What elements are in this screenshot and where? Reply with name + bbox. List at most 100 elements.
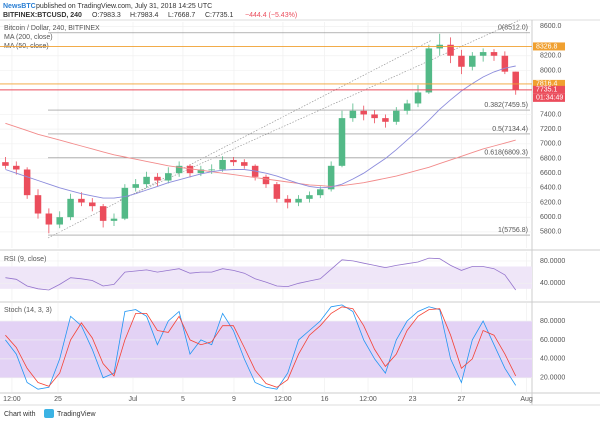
y-tick-label: 7400.0: [540, 111, 562, 118]
fib-label: 0.5(7134.4): [492, 126, 528, 133]
candle-body: [89, 202, 96, 207]
candle-body: [262, 176, 270, 185]
ohlc-high: H:7983.4: [130, 12, 159, 19]
candle-body: [99, 206, 107, 221]
x-tick-label: 23: [409, 396, 417, 403]
candle-body: [393, 110, 400, 122]
panel-title: Bitcoin / Dollar, 240, BITFINEX: [4, 25, 100, 32]
candle-body: [479, 52, 487, 56]
candle-body: [327, 165, 335, 190]
price-box: [533, 79, 565, 88]
fib-label: 0(8512.0): [498, 25, 528, 32]
x-tick-label: 27: [458, 396, 466, 403]
countdown: 01:34:49: [536, 95, 563, 102]
candle-body: [230, 159, 237, 163]
price-box: [533, 42, 565, 51]
candle-body: [338, 118, 346, 166]
candle-body: [360, 110, 367, 115]
x-tick-label: 5: [181, 396, 185, 403]
candle-body: [132, 184, 139, 188]
footer-prefix: Chart with: [4, 411, 36, 418]
legend-entry: MA (200, close): [4, 34, 53, 41]
candle-body: [317, 189, 324, 196]
candle-body: [56, 217, 63, 225]
candle-body: [273, 184, 281, 199]
x-tick-label: Aug: [520, 396, 533, 403]
candle-body: [241, 162, 248, 166]
candle-body: [175, 165, 183, 174]
candle-body: [78, 198, 85, 203]
candle-body: [371, 114, 378, 119]
candle-body: [186, 165, 194, 174]
candle-body: [447, 44, 454, 56]
indicator-band: [0, 266, 532, 289]
indicator-band: [0, 320, 532, 378]
fib-label: 0.382(7459.5): [484, 102, 528, 109]
price-box: [533, 85, 565, 94]
y-tick-label: 7000.0: [540, 141, 562, 148]
panel-title: Stoch (14, 3, 3): [4, 307, 52, 314]
indicator-line: [5, 306, 517, 388]
x-tick-label: 12:00: [3, 396, 21, 403]
candle-body: [143, 176, 150, 185]
y-tick-label: 80.0000: [540, 318, 565, 325]
candle-body: [154, 176, 161, 181]
countdown-box: [533, 93, 565, 102]
y-tick-label: 40.0000: [540, 356, 565, 363]
x-tick-label: Jul: [129, 396, 138, 403]
candle-body: [23, 169, 31, 196]
ohlc-close: C:7735.1: [205, 12, 234, 19]
y-tick-label: 8200.0: [540, 53, 562, 60]
y-tick-label: 6000.0: [540, 214, 562, 221]
candle-body: [13, 165, 20, 170]
candle-body: [165, 173, 172, 181]
candle-body: [110, 218, 118, 221]
y-tick-label: 60.0000: [540, 337, 565, 344]
brand-logo: [44, 409, 54, 418]
y-tick-label: 6600.0: [540, 170, 562, 177]
candle-body: [197, 169, 205, 174]
candle-body: [306, 195, 313, 199]
indicator-line: [5, 304, 517, 390]
fib-label: 0.618(6809.3): [484, 150, 528, 157]
x-tick-label: 12:00: [359, 396, 377, 403]
x-tick-label: 9: [232, 396, 236, 403]
y-tick-label: 6800.0: [540, 155, 562, 162]
candle-body: [382, 118, 389, 122]
x-tick-label: 25: [54, 396, 62, 403]
indicator-line: [5, 257, 517, 291]
candle-body: [458, 55, 465, 67]
y-tick-label: 80.0000: [540, 258, 565, 265]
moving-average: [5, 122, 516, 187]
ohlc-low: L:7668.7: [168, 12, 195, 19]
published: published on TradingView.com, July 31, 2…: [36, 3, 212, 10]
change: −444.4 (−5.43%): [245, 12, 297, 19]
y-tick-label: 20.0000: [540, 375, 565, 382]
y-tick-label: 6200.0: [540, 199, 562, 206]
y-tick-label: 6400.0: [540, 185, 562, 192]
y-tick-label: 40.0000: [540, 280, 565, 287]
candle-body: [45, 213, 53, 225]
fib-label: 1(5756.8): [498, 227, 528, 234]
candle-body: [67, 198, 74, 218]
candle-body: [208, 169, 215, 171]
candle-body: [2, 162, 9, 166]
candle-body: [512, 71, 519, 90]
x-tick-label: 12:00: [274, 396, 292, 403]
candle-body: [403, 103, 411, 111]
moving-average: [5, 65, 516, 199]
candle-body: [349, 110, 357, 119]
candle-body: [501, 55, 509, 72]
price-label: 7816.4: [536, 81, 558, 88]
ohlc-open: O:7983.3: [92, 12, 121, 19]
candle-body: [34, 195, 42, 214]
candle-body: [425, 48, 433, 93]
candle-body: [490, 52, 498, 56]
price-label: 8326.8: [536, 43, 558, 50]
price-label: 7735.1: [536, 87, 558, 94]
candle-body: [284, 198, 291, 203]
y-tick-label: 5800.0: [540, 229, 562, 236]
candle-body: [121, 187, 129, 219]
y-tick-label: 7200.0: [540, 126, 562, 133]
